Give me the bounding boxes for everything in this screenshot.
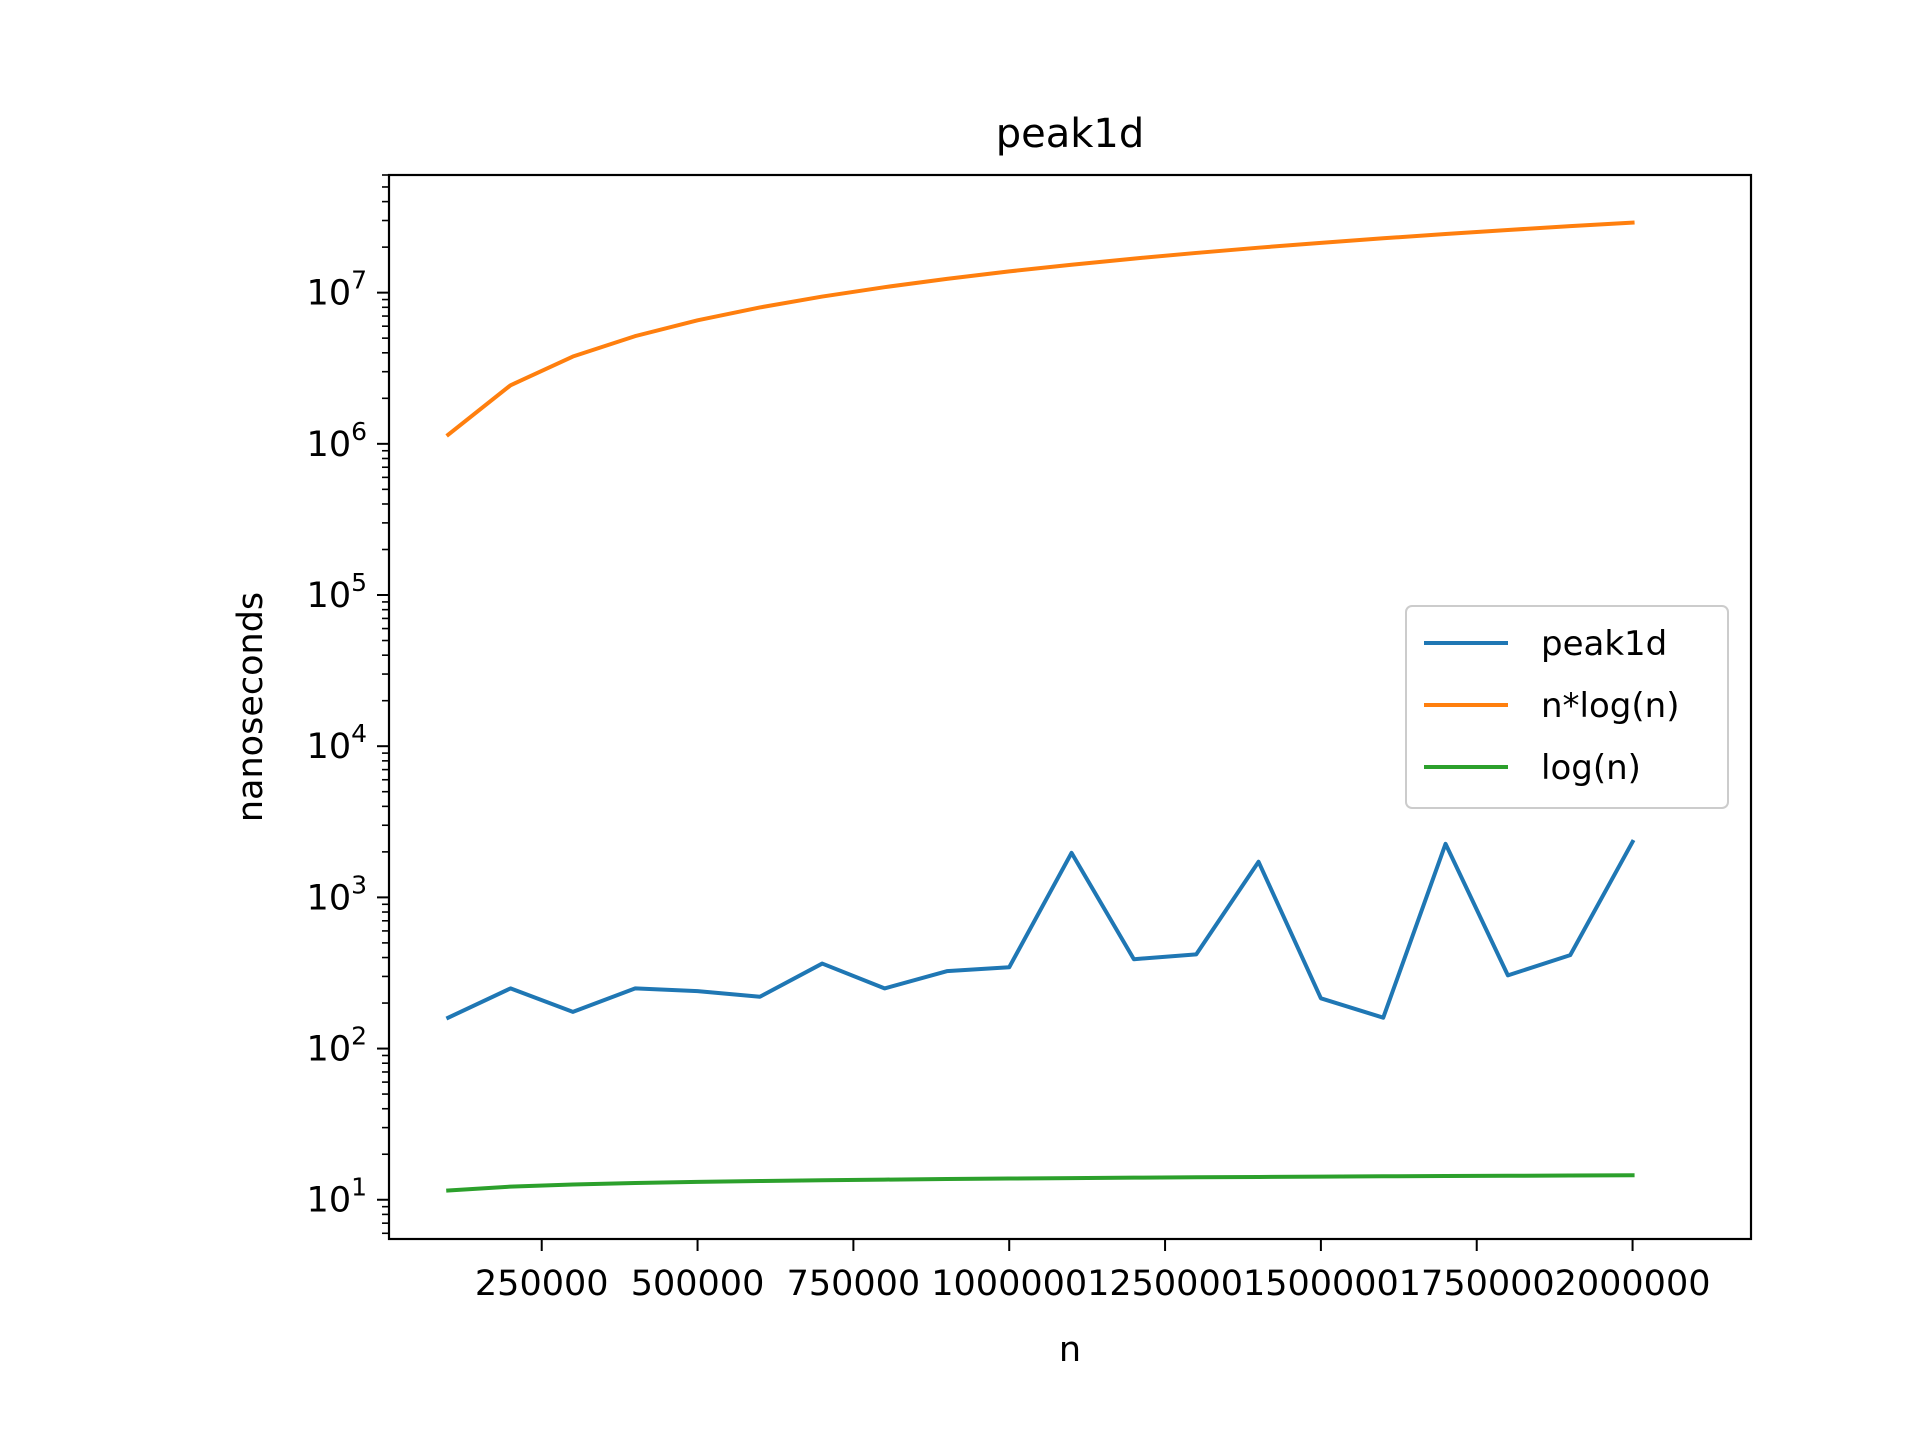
chart-title: peak1d — [996, 111, 1145, 157]
x-axis: 250000 500000 750000 1000000 1250000 1500000 1… — [475, 1239, 1711, 1304]
y-tick-label: 105 — [307, 568, 367, 616]
legend-label: log(n) — [1541, 748, 1641, 788]
x-tick-label: 1000000 — [931, 1264, 1087, 1304]
x-tick-label: 750000 — [787, 1264, 921, 1304]
plot-frame — [387, 173, 1753, 1241]
x-tick-label: 1750000 — [1399, 1264, 1555, 1304]
y-tick-label: 107 — [307, 266, 367, 314]
plot-lines — [445, 220, 1636, 1193]
y-axis-label: nanoseconds — [231, 592, 271, 822]
y-tick-label: 101 — [307, 1173, 367, 1221]
y-axis: 101 102 103 104 105 106 107 — [307, 174, 389, 1235]
x-tick-label: 500000 — [631, 1264, 765, 1304]
legend-box — [1405, 605, 1729, 809]
x-tick-label: 1500000 — [1243, 1264, 1399, 1304]
x-tick-label: 1250000 — [1087, 1264, 1243, 1304]
x-tick-label: 250000 — [475, 1264, 609, 1304]
y-tick-label: 102 — [307, 1022, 367, 1070]
x-axis-label: n — [1059, 1330, 1081, 1370]
series-line-0 — [445, 839, 1636, 1021]
y-tick-label: 103 — [307, 870, 367, 918]
legend-label: n*log(n) — [1541, 686, 1679, 726]
series-line-2 — [446, 1173, 1635, 1193]
legend-entries: peak1d n*log(n) log(n) — [1424, 624, 1679, 788]
series-line-1 — [445, 220, 1635, 438]
y-tick-label: 104 — [307, 719, 367, 767]
legend: peak1d n*log(n) log(n) — [1405, 605, 1729, 809]
y-tick-label: 106 — [307, 417, 367, 465]
legend-label: peak1d — [1541, 624, 1667, 664]
x-tick-label: 2000000 — [1555, 1264, 1711, 1304]
